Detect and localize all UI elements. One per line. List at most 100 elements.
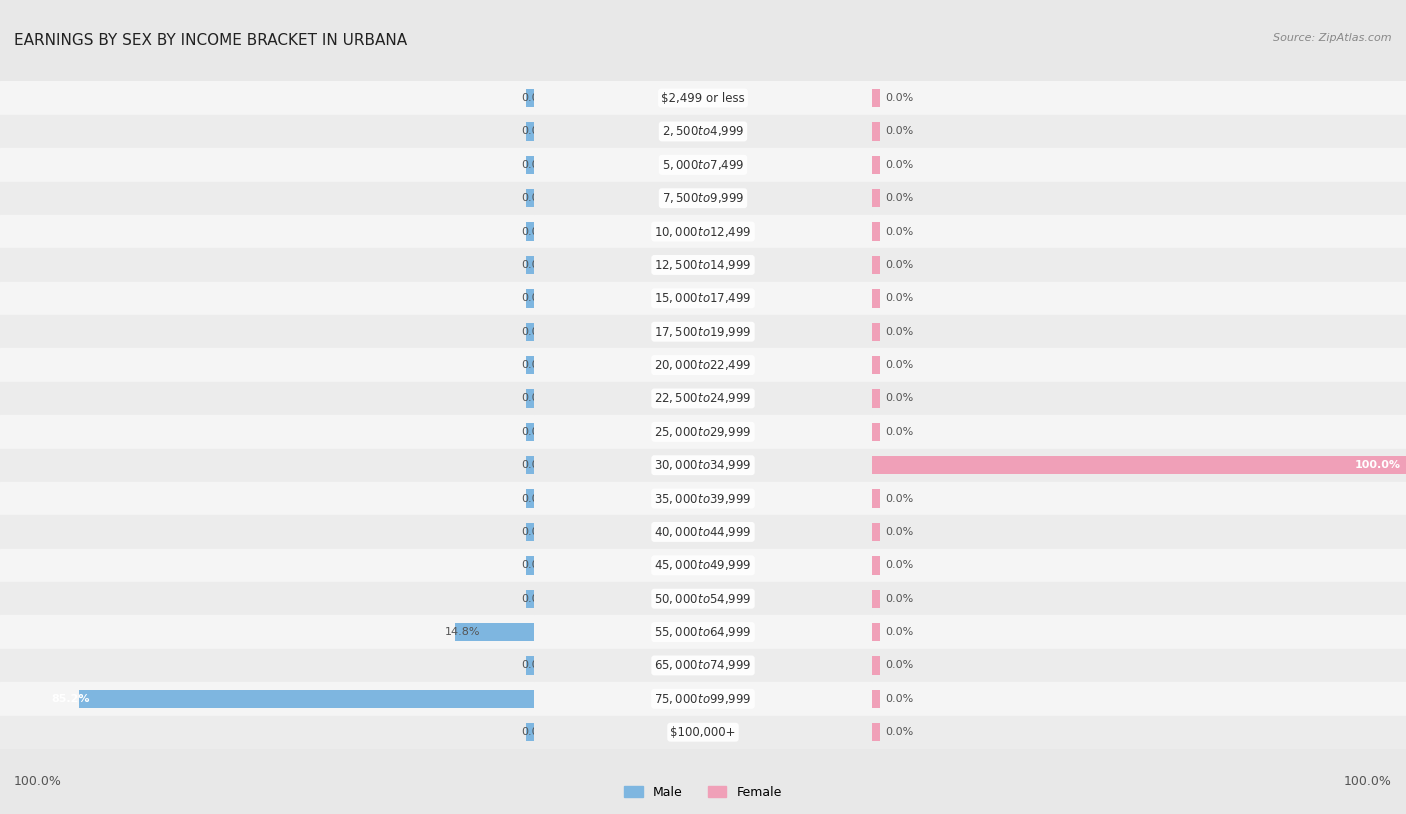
- Bar: [456, 623, 534, 641]
- Bar: [526, 389, 534, 408]
- Bar: [526, 489, 534, 508]
- Bar: [0, 649, 534, 682]
- Text: $15,000 to $17,499: $15,000 to $17,499: [654, 291, 752, 305]
- Text: 100.0%: 100.0%: [1354, 460, 1400, 470]
- Text: $40,000 to $44,999: $40,000 to $44,999: [654, 525, 752, 539]
- Bar: [872, 215, 1406, 248]
- Bar: [534, 115, 872, 148]
- Text: 0.0%: 0.0%: [886, 93, 914, 103]
- Bar: [872, 489, 880, 508]
- Bar: [872, 623, 880, 641]
- Text: 0.0%: 0.0%: [520, 660, 550, 671]
- Bar: [872, 282, 1406, 315]
- Bar: [0, 315, 534, 348]
- Bar: [534, 382, 872, 415]
- Bar: [872, 256, 880, 274]
- Bar: [0, 115, 534, 148]
- Bar: [534, 215, 872, 248]
- Text: $12,500 to $14,999: $12,500 to $14,999: [654, 258, 752, 272]
- Bar: [534, 515, 872, 549]
- Bar: [526, 322, 534, 341]
- Bar: [872, 322, 880, 341]
- Bar: [534, 716, 872, 749]
- Bar: [872, 422, 880, 441]
- Bar: [0, 282, 534, 315]
- Text: 0.0%: 0.0%: [886, 560, 914, 571]
- Text: $2,499 or less: $2,499 or less: [661, 92, 745, 104]
- Text: 0.0%: 0.0%: [886, 160, 914, 170]
- Bar: [526, 189, 534, 208]
- Bar: [872, 456, 1406, 475]
- Bar: [872, 556, 880, 575]
- Bar: [872, 148, 1406, 182]
- Bar: [872, 315, 1406, 348]
- Text: $20,000 to $22,499: $20,000 to $22,499: [654, 358, 752, 372]
- Text: 0.0%: 0.0%: [520, 293, 550, 304]
- Bar: [0, 382, 534, 415]
- Bar: [534, 415, 872, 449]
- Bar: [872, 656, 880, 675]
- Text: $17,500 to $19,999: $17,500 to $19,999: [654, 325, 752, 339]
- Bar: [0, 615, 534, 649]
- Text: 0.0%: 0.0%: [520, 427, 550, 437]
- Text: 0.0%: 0.0%: [886, 193, 914, 204]
- Bar: [526, 356, 534, 374]
- Bar: [526, 456, 534, 475]
- Bar: [0, 348, 534, 382]
- Bar: [0, 215, 534, 248]
- Bar: [526, 656, 534, 675]
- Text: $7,500 to $9,999: $7,500 to $9,999: [662, 191, 744, 205]
- Bar: [872, 155, 880, 174]
- Text: 0.0%: 0.0%: [886, 593, 914, 604]
- Bar: [534, 582, 872, 615]
- Text: 0.0%: 0.0%: [886, 393, 914, 404]
- Text: 0.0%: 0.0%: [520, 360, 550, 370]
- Bar: [526, 89, 534, 107]
- Text: 0.0%: 0.0%: [886, 427, 914, 437]
- Bar: [534, 482, 872, 515]
- Bar: [0, 248, 534, 282]
- Bar: [0, 515, 534, 549]
- Text: 0.0%: 0.0%: [886, 493, 914, 504]
- Text: 0.0%: 0.0%: [520, 593, 550, 604]
- Text: 0.0%: 0.0%: [520, 393, 550, 404]
- Bar: [872, 289, 880, 308]
- Bar: [0, 81, 534, 115]
- Bar: [0, 148, 534, 182]
- Text: $45,000 to $49,999: $45,000 to $49,999: [654, 558, 752, 572]
- Text: 0.0%: 0.0%: [520, 527, 550, 537]
- Text: $2,500 to $4,999: $2,500 to $4,999: [662, 125, 744, 138]
- Bar: [872, 716, 1406, 749]
- Bar: [0, 682, 534, 716]
- Bar: [526, 122, 534, 141]
- Bar: [872, 582, 1406, 615]
- Text: $10,000 to $12,499: $10,000 to $12,499: [654, 225, 752, 239]
- Text: 0.0%: 0.0%: [520, 160, 550, 170]
- Bar: [534, 182, 872, 215]
- Bar: [872, 615, 1406, 649]
- Text: 0.0%: 0.0%: [520, 326, 550, 337]
- Text: 0.0%: 0.0%: [520, 493, 550, 504]
- Bar: [534, 81, 872, 115]
- Text: 0.0%: 0.0%: [520, 260, 550, 270]
- Bar: [526, 723, 534, 742]
- Bar: [872, 89, 880, 107]
- Bar: [872, 182, 1406, 215]
- Bar: [534, 549, 872, 582]
- Bar: [872, 115, 1406, 148]
- Bar: [872, 189, 880, 208]
- Bar: [534, 282, 872, 315]
- Bar: [0, 482, 534, 515]
- Bar: [872, 649, 1406, 682]
- Bar: [534, 248, 872, 282]
- Text: 85.2%: 85.2%: [51, 694, 90, 704]
- Text: 0.0%: 0.0%: [520, 226, 550, 237]
- Bar: [872, 723, 880, 742]
- Text: 0.0%: 0.0%: [520, 460, 550, 470]
- Bar: [0, 549, 534, 582]
- Bar: [0, 449, 534, 482]
- Text: EARNINGS BY SEX BY INCOME BRACKET IN URBANA: EARNINGS BY SEX BY INCOME BRACKET IN URB…: [14, 33, 408, 47]
- Text: 0.0%: 0.0%: [886, 226, 914, 237]
- Text: 0.0%: 0.0%: [886, 727, 914, 737]
- Text: 0.0%: 0.0%: [520, 193, 550, 204]
